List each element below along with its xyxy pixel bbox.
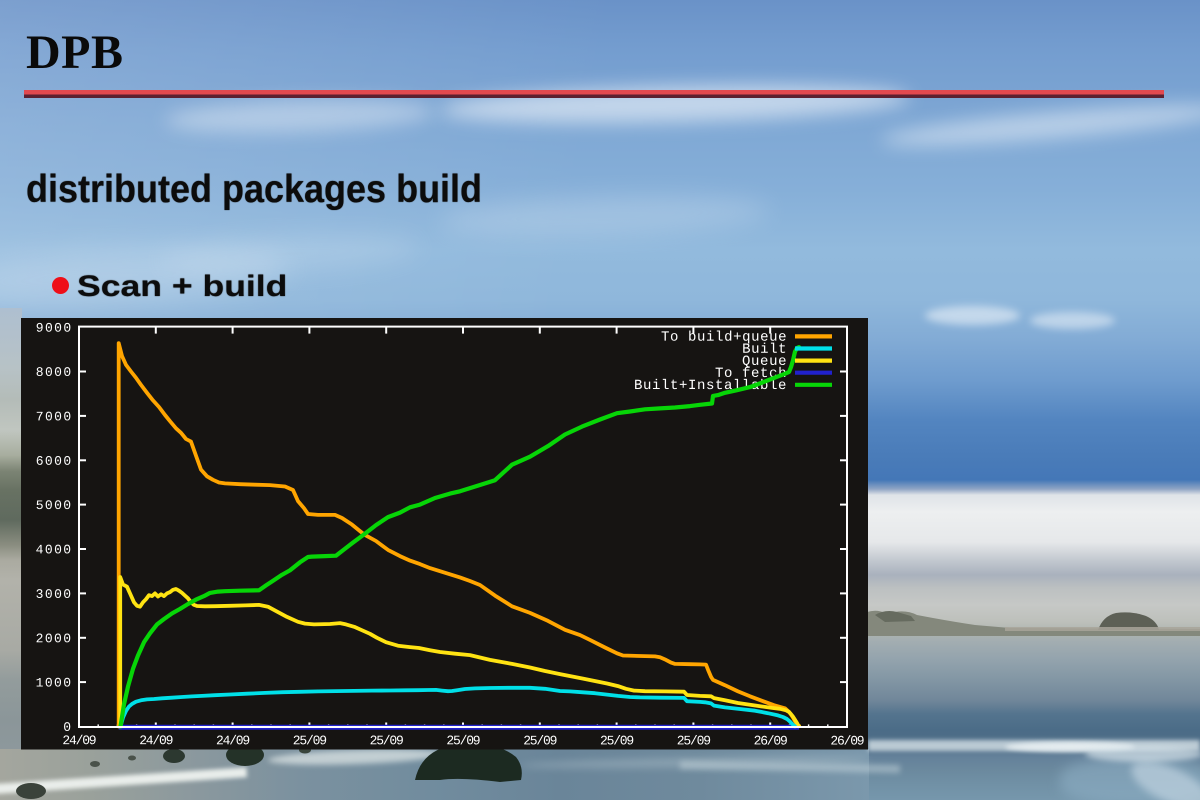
svg-text:Queue: Queue <box>742 354 787 370</box>
svg-text:0: 0 <box>63 720 72 735</box>
svg-text:2000: 2000 <box>36 631 73 646</box>
svg-text:26/09: 26/09 <box>830 733 863 748</box>
svg-text:25/09: 25/09 <box>677 733 710 748</box>
svg-text:8000: 8000 <box>36 365 73 380</box>
svg-text:25/09: 25/09 <box>523 733 556 748</box>
svg-text:Built+Installable: Built+Installable <box>634 378 787 394</box>
svg-text:4000: 4000 <box>36 542 73 557</box>
svg-text:25/09: 25/09 <box>370 733 403 748</box>
svg-text:To build+queue: To build+queue <box>661 330 787 346</box>
svg-text:25/09: 25/09 <box>600 733 633 748</box>
svg-text:9000: 9000 <box>36 321 73 336</box>
svg-text:25/09: 25/09 <box>446 733 479 748</box>
svg-text:5000: 5000 <box>36 498 73 513</box>
svg-text:6000: 6000 <box>36 454 73 469</box>
svg-text:26/09: 26/09 <box>754 733 787 748</box>
svg-text:25/09: 25/09 <box>293 733 326 748</box>
svg-text:24/09: 24/09 <box>139 733 172 748</box>
svg-text:3000: 3000 <box>36 587 73 602</box>
svg-text:7000: 7000 <box>36 409 73 424</box>
svg-text:24/09: 24/09 <box>62 733 95 748</box>
svg-text:24/09: 24/09 <box>216 733 249 748</box>
svg-text:Built: Built <box>742 342 787 358</box>
svg-text:1000: 1000 <box>36 676 73 691</box>
